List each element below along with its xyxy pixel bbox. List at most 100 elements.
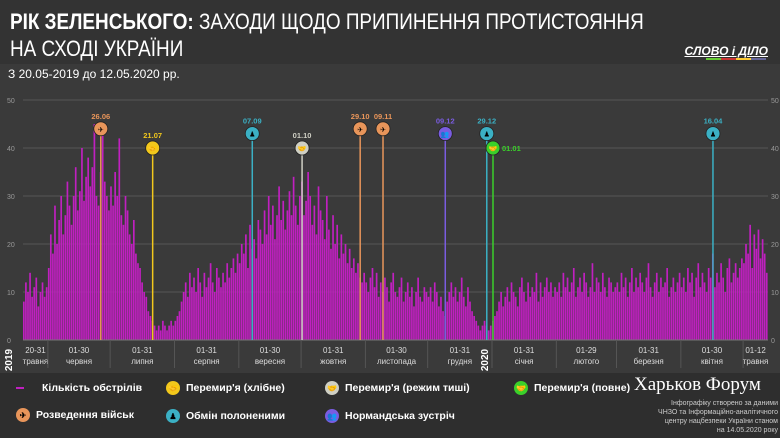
bar <box>278 186 280 340</box>
bar <box>257 220 260 340</box>
forum-watermark: Харьков Форум <box>634 374 761 395</box>
bar <box>709 277 712 340</box>
bar <box>191 287 193 340</box>
bar <box>548 292 550 340</box>
bar <box>699 287 702 340</box>
x-tick-month: травня <box>743 357 769 366</box>
bar <box>174 320 177 340</box>
bar <box>112 205 114 340</box>
bar <box>435 292 438 340</box>
bar <box>245 234 247 340</box>
bar <box>193 277 195 340</box>
bar <box>29 272 31 340</box>
bar <box>668 296 671 340</box>
bar <box>722 277 725 340</box>
legend-bread: 🤝 Перемир'я (хлібне) <box>166 381 285 395</box>
bar <box>164 325 166 340</box>
y-tick-label-right: 0 <box>771 338 775 345</box>
bar <box>189 272 191 340</box>
bar <box>458 292 461 340</box>
bar <box>585 282 588 340</box>
legend-label: Перемир'я (режим тиші) <box>345 382 470 394</box>
bar <box>541 296 544 340</box>
bar <box>41 282 44 340</box>
bar <box>545 277 548 340</box>
bar <box>599 292 602 340</box>
bar <box>411 287 413 340</box>
bar <box>601 272 604 340</box>
bar <box>269 224 272 340</box>
bar <box>253 239 256 340</box>
bar <box>37 306 40 340</box>
y-tick-label-left: 0 <box>7 338 11 345</box>
ceasefire_silence-icon: 🤝 <box>298 145 307 153</box>
bar <box>658 292 660 340</box>
y-tick-label-left: 10 <box>7 290 15 297</box>
event-marker <box>93 121 109 137</box>
bar <box>535 272 538 340</box>
bar <box>678 272 681 340</box>
bar <box>467 287 469 340</box>
bar <box>49 234 52 340</box>
bar <box>423 287 426 340</box>
bar <box>379 282 382 340</box>
bar <box>184 282 187 340</box>
legend-troops: ✈ Розведення військ <box>16 408 134 422</box>
bar <box>141 282 143 340</box>
bar <box>759 258 762 340</box>
bar <box>124 196 127 340</box>
y-tick-label-right: 30 <box>771 194 779 201</box>
bar <box>309 196 312 340</box>
bar <box>218 277 220 340</box>
bar <box>352 258 355 340</box>
bar <box>687 268 689 340</box>
bar <box>311 224 314 340</box>
x-tick-month: червня <box>66 357 92 366</box>
event-date: 09.12 <box>436 117 455 126</box>
bar <box>122 224 125 340</box>
bar <box>332 215 334 340</box>
x-tick-month: квітня <box>701 357 723 366</box>
bar <box>427 296 430 340</box>
bar <box>591 263 594 340</box>
x-tick-month: вересня <box>255 357 285 366</box>
event-marker <box>437 126 453 141</box>
bar <box>228 277 231 340</box>
bar <box>660 277 662 340</box>
bar <box>226 263 229 340</box>
x-tick-range: 01-29 <box>576 346 597 355</box>
bar <box>280 220 283 340</box>
bar <box>116 196 119 340</box>
bar <box>66 181 69 340</box>
bar <box>215 268 218 340</box>
bar <box>415 292 417 340</box>
bar <box>504 296 507 340</box>
bar <box>533 292 536 340</box>
bar <box>438 306 440 340</box>
ceasefire_full-icon: 🤝 <box>489 145 498 153</box>
year-label: 2019 <box>4 348 15 371</box>
bar <box>27 292 29 340</box>
bar <box>579 277 581 340</box>
bar <box>45 287 48 340</box>
bar <box>633 292 635 340</box>
bar <box>79 191 81 340</box>
bar <box>639 272 642 340</box>
legend-full: 🤝 Перемир'я (повне) <box>514 381 630 395</box>
bar <box>263 210 266 340</box>
bar <box>355 272 357 340</box>
bar <box>101 128 104 340</box>
bar <box>31 296 33 340</box>
y-tick-label-left: 50 <box>7 98 15 105</box>
bar <box>653 282 656 340</box>
bar <box>199 282 202 340</box>
event-marker <box>479 126 495 141</box>
bar <box>139 268 141 340</box>
bar <box>54 205 56 340</box>
bar <box>628 282 631 340</box>
bar <box>562 272 565 340</box>
bar <box>558 282 561 340</box>
bar <box>622 287 625 340</box>
event-date: 21.07 <box>143 131 162 140</box>
